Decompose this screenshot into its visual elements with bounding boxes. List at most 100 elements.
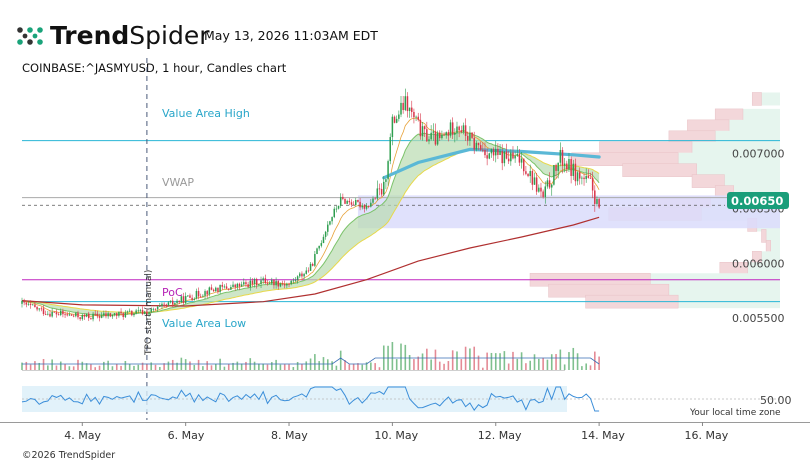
candle-body (484, 149, 486, 156)
candle-body (578, 172, 581, 179)
candle-body (538, 187, 540, 192)
candle-body (395, 118, 398, 123)
candle-body (458, 126, 460, 131)
candle-body (411, 107, 413, 112)
volume-bar (546, 359, 549, 370)
candle-body (400, 102, 402, 115)
candle-body (449, 122, 452, 136)
candle-body (324, 231, 327, 237)
volume-bar (81, 361, 84, 370)
volume-bar (215, 364, 217, 370)
volume-bar (301, 364, 303, 370)
oscillator-line (21, 386, 600, 412)
candle-body (204, 291, 206, 296)
volume-bar (98, 365, 101, 370)
vwap-label: VWAP (162, 176, 194, 189)
candle-body (111, 314, 114, 317)
volume-bar (331, 361, 333, 370)
candle-body (240, 284, 243, 287)
volume-bar (598, 356, 600, 370)
profile-bar-up (770, 240, 780, 254)
candle-body (115, 313, 118, 316)
candle-body (316, 248, 318, 255)
candle-body (533, 177, 536, 185)
candle-body (544, 186, 547, 197)
candle-body (219, 284, 221, 292)
volume-bar (417, 356, 420, 370)
volume-bar (206, 361, 208, 370)
volume-bar (262, 363, 264, 370)
candle-body (232, 284, 234, 287)
candle-body (350, 202, 353, 205)
volume-bar (572, 347, 575, 370)
candle-body (402, 102, 404, 111)
candle-body (385, 179, 387, 182)
candle-body (51, 311, 53, 317)
candle-body (372, 198, 374, 203)
candle-body (596, 199, 598, 204)
x-tick-label: 16. May (684, 429, 728, 442)
candle-body (490, 149, 493, 154)
volume-bar (339, 350, 342, 370)
candle-body (322, 236, 325, 244)
volume-bar (314, 354, 316, 370)
volume-bar (34, 361, 36, 370)
candle-body (546, 180, 549, 187)
volume-bar (469, 348, 471, 370)
volume-bar (438, 361, 441, 370)
brand-bold-text: Trend (50, 21, 129, 50)
volume-bar (85, 363, 88, 370)
candle-body (443, 134, 445, 136)
candle-body (49, 313, 51, 317)
candle-body (408, 107, 411, 112)
brand-light-text: Spider (129, 21, 210, 50)
candle-body (581, 177, 583, 179)
candle-body (171, 300, 174, 305)
candle-body (423, 126, 426, 130)
volume-bar (550, 354, 553, 370)
volume-bar (42, 358, 45, 370)
candle-body (445, 132, 447, 136)
candle-body (135, 310, 137, 314)
candle-body (383, 181, 385, 195)
candle-body (514, 155, 516, 159)
volume-bar (154, 364, 157, 370)
candle-body (398, 114, 400, 119)
candle-body (301, 273, 303, 277)
candle-body (193, 298, 196, 300)
candle-body (23, 300, 25, 303)
volume-bar (64, 364, 66, 370)
candle-body (299, 273, 301, 277)
candle-body (146, 311, 148, 315)
volume-bar (47, 365, 49, 370)
candle-body (462, 125, 465, 133)
x-tick-label: 6. May (168, 429, 205, 442)
candle-body (131, 310, 133, 316)
candle-body (516, 153, 519, 156)
volume-bar (404, 344, 407, 370)
last-price-badge: 0.00650 (727, 192, 789, 209)
value-area-rect (357, 195, 780, 229)
volume-bar (137, 364, 140, 370)
candle-body (559, 149, 562, 163)
candle-body (79, 317, 81, 320)
value-area-band (357, 195, 780, 229)
volume-bar (460, 359, 463, 370)
candle-body (199, 296, 202, 298)
candle-body (598, 199, 600, 208)
candle-body (365, 206, 368, 209)
candle-body (202, 295, 204, 297)
candle-body (81, 314, 84, 320)
candle-body (574, 163, 577, 182)
ema-50-line (22, 148, 600, 313)
value-area-low-label: Value Area Low (162, 317, 246, 330)
candle-body (148, 312, 150, 315)
candle-body (120, 311, 122, 314)
volume-bar (374, 363, 376, 370)
candle-body (268, 283, 271, 285)
profile-bar-down (761, 229, 767, 243)
candle-body (535, 177, 538, 192)
candle-body (277, 280, 280, 287)
candle-body (542, 191, 544, 197)
profile-bar-up (696, 163, 780, 177)
